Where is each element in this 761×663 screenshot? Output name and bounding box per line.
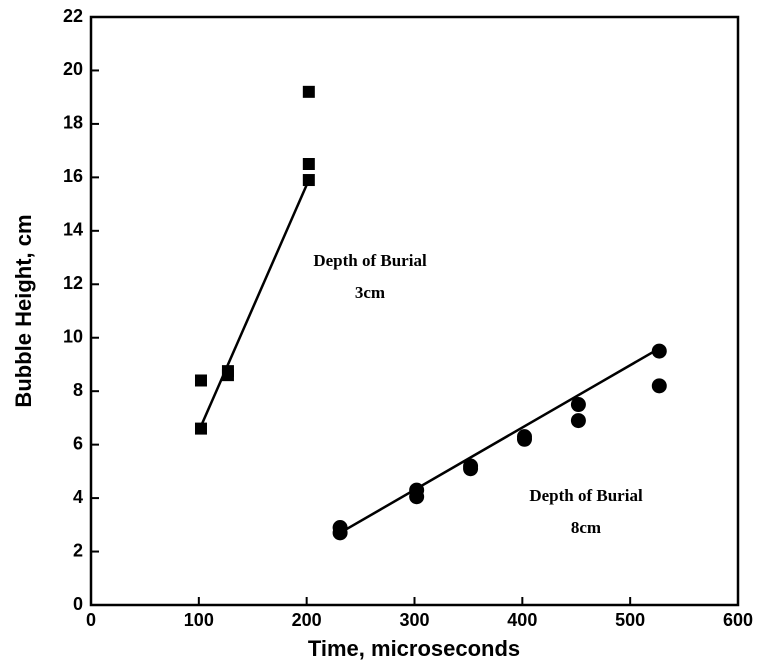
y-tick-label: 2 <box>73 540 83 560</box>
y-tick-label: 16 <box>63 166 83 186</box>
fit-line <box>198 179 310 430</box>
y-tick-label: 22 <box>63 6 83 26</box>
y-tick-label: 14 <box>63 220 83 240</box>
point <box>302 158 315 170</box>
annotation: Depth of Burial <box>313 251 427 270</box>
point <box>194 422 207 435</box>
x-tick-label: 0 <box>86 610 96 630</box>
y-tick-label: 20 <box>63 59 83 79</box>
y-tick-label: 0 <box>73 594 83 614</box>
y-tick-label: 8 <box>73 380 83 400</box>
x-tick-label: 200 <box>292 610 322 630</box>
point <box>516 431 532 447</box>
x-tick-label: 400 <box>507 610 537 630</box>
x-axis-title: Time, microseconds <box>308 636 520 661</box>
fit-line <box>339 347 660 534</box>
x-tick-label: 300 <box>399 610 429 630</box>
point <box>409 489 425 505</box>
plot-frame <box>89 15 740 607</box>
annotation: 8cm <box>571 518 601 537</box>
x-tick-label: 500 <box>615 610 645 630</box>
point <box>221 369 234 382</box>
point <box>651 378 667 394</box>
y-tick-label: 12 <box>63 273 83 293</box>
point <box>651 343 667 359</box>
point <box>302 85 315 98</box>
point <box>302 174 315 187</box>
x-tick-label: 100 <box>184 610 214 630</box>
annotation: 3cm <box>355 283 385 302</box>
annotation: Depth of Burial <box>529 486 643 505</box>
point <box>332 525 348 541</box>
point <box>463 461 479 477</box>
y-axis-title: Bubble Height, cm <box>11 214 36 407</box>
y-tick-label: 10 <box>63 326 83 346</box>
y-tick-label: 6 <box>73 433 83 453</box>
point <box>194 374 207 387</box>
point <box>570 397 586 413</box>
y-tick-label: 18 <box>63 113 83 133</box>
point <box>570 413 586 429</box>
y-tick-label: 4 <box>73 487 83 507</box>
x-tick-label: 600 <box>723 610 753 630</box>
